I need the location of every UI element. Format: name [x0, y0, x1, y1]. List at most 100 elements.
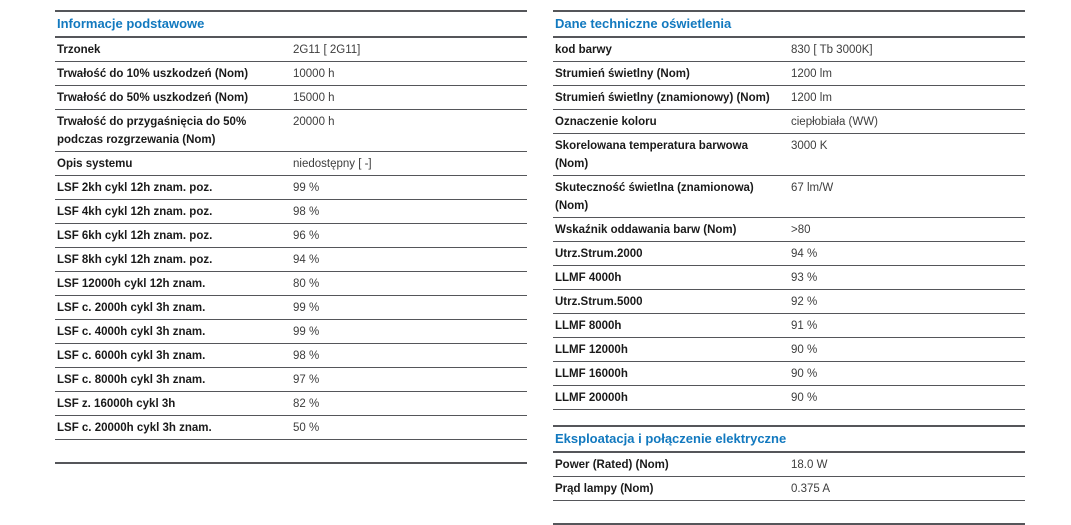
row-label: Opis systemu: [55, 151, 291, 176]
table-row: LSF 8kh cykl 12h znam. poz. 94 %: [55, 247, 527, 272]
row-label: LSF 8kh cykl 12h znam. poz.: [55, 247, 291, 272]
spec-section: Informacje podstawowe Trzonek 2G11 [ 2G1…: [55, 10, 527, 440]
row-value: 80 %: [291, 271, 527, 296]
row-label: LSF 6kh cykl 12h znam. poz.: [55, 223, 291, 248]
table-row: Strumień świetlny (znamionowy) (Nom) 120…: [553, 85, 1025, 110]
table-row: kod barwy 830 [ Tb 3000K]: [553, 37, 1025, 62]
row-value: 82 %: [291, 391, 527, 416]
row-label: Utrz.Strum.5000: [553, 289, 789, 314]
row-label: Trzonek: [55, 37, 291, 62]
table-row: LSF 2kh cykl 12h znam. poz. 99 %: [55, 175, 527, 200]
table-row: Utrz.Strum.5000 92 %: [553, 289, 1025, 314]
trailing-divider: [55, 462, 527, 464]
row-value: 94 %: [291, 247, 527, 272]
row-value: 18.0 W: [789, 452, 1025, 477]
row-value: 2G11 [ 2G11]: [291, 37, 527, 62]
row-value: 830 [ Tb 3000K]: [789, 37, 1025, 62]
table-row: Skuteczność świetlna (znamionowa) (Nom) …: [553, 175, 1025, 218]
table-row: Prąd lampy (Nom) 0.375 A: [553, 476, 1025, 501]
row-label: LSF 12000h cykl 12h znam.: [55, 271, 291, 296]
table-row: Trzonek 2G11 [ 2G11]: [55, 37, 527, 62]
table-row: LSF c. 4000h cykl 3h znam. 99 %: [55, 319, 527, 344]
row-label: LLMF 20000h: [553, 385, 789, 410]
row-label: Skorelowana temperatura barwowa (Nom): [553, 133, 789, 176]
left-column: Informacje podstawowe Trzonek 2G11 [ 2G1…: [55, 10, 527, 525]
table-row: LLMF 4000h 93 %: [553, 265, 1025, 290]
table-row: Utrz.Strum.2000 94 %: [553, 241, 1025, 266]
row-label: Oznaczenie koloru: [553, 109, 789, 134]
section-header-row: Informacje podstawowe: [55, 10, 527, 38]
row-value: 50 %: [291, 415, 527, 440]
row-label: Prąd lampy (Nom): [553, 476, 789, 501]
row-value: 97 %: [291, 367, 527, 392]
row-value: 99 %: [291, 295, 527, 320]
row-value: 99 %: [291, 175, 527, 200]
table-row: Oznaczenie koloru ciepłobiała (WW): [553, 109, 1025, 134]
row-label: LSF 2kh cykl 12h znam. poz.: [55, 175, 291, 200]
table-row: Power (Rated) (Nom) 18.0 W: [553, 452, 1025, 477]
row-value: 20000 h: [291, 109, 527, 152]
row-value: ciepłobiała (WW): [789, 109, 1025, 134]
table-row: LSF 6kh cykl 12h znam. poz. 96 %: [55, 223, 527, 248]
table-row: LSF z. 16000h cykl 3h 82 %: [55, 391, 527, 416]
row-label: LSF c. 6000h cykl 3h znam.: [55, 343, 291, 368]
table-row: Trwałość do 10% uszkodzeń (Nom) 10000 h: [55, 61, 527, 86]
section-header-row: Dane techniczne oświetlenia: [553, 10, 1025, 38]
spec-section: Dane techniczne oświetlenia kod barwy 83…: [553, 10, 1025, 410]
row-value: 3000 K: [789, 133, 1025, 176]
row-label: Wskaźnik oddawania barw (Nom): [553, 217, 789, 242]
table-row: LSF c. 20000h cykl 3h znam. 50 %: [55, 415, 527, 440]
row-label: LSF 4kh cykl 12h znam. poz.: [55, 199, 291, 224]
table-row: LLMF 12000h 90 %: [553, 337, 1025, 362]
row-label: LSF c. 2000h cykl 3h znam.: [55, 295, 291, 320]
section-title: Dane techniczne oświetlenia: [553, 10, 1025, 38]
table-row: Opis systemu niedostępny [ -]: [55, 151, 527, 176]
row-label: LLMF 4000h: [553, 265, 789, 290]
section-title: Eksploatacja i połączenie elektryczne: [553, 425, 1025, 453]
row-value: 98 %: [291, 199, 527, 224]
row-value: 96 %: [291, 223, 527, 248]
section-header-row: Eksploatacja i połączenie elektryczne: [553, 425, 1025, 453]
table-row: LSF c. 6000h cykl 3h znam. 98 %: [55, 343, 527, 368]
row-value: 1200 lm: [789, 85, 1025, 110]
row-label: LLMF 8000h: [553, 313, 789, 338]
row-value: 0.375 A: [789, 476, 1025, 501]
table-row: Skorelowana temperatura barwowa (Nom) 30…: [553, 133, 1025, 176]
table-row: Wskaźnik oddawania barw (Nom) >80: [553, 217, 1025, 242]
spec-section: Eksploatacja i połączenie elektryczne Po…: [553, 425, 1025, 501]
section-title: Informacje podstawowe: [55, 10, 527, 38]
table-row: LLMF 16000h 90 %: [553, 361, 1025, 386]
row-value: 15000 h: [291, 85, 527, 110]
row-label: Power (Rated) (Nom): [553, 452, 789, 477]
row-label: Utrz.Strum.2000: [553, 241, 789, 266]
row-value: 94 %: [789, 241, 1025, 266]
table-row: LLMF 8000h 91 %: [553, 313, 1025, 338]
row-value: 90 %: [789, 385, 1025, 410]
row-value: 10000 h: [291, 61, 527, 86]
row-value: 1200 lm: [789, 61, 1025, 86]
table-row: LSF c. 8000h cykl 3h znam. 97 %: [55, 367, 527, 392]
row-value: >80: [789, 217, 1025, 242]
row-value: 98 %: [291, 343, 527, 368]
table-row: Strumień świetlny (Nom) 1200 lm: [553, 61, 1025, 86]
row-label: Strumień świetlny (Nom): [553, 61, 789, 86]
right-column: Dane techniczne oświetlenia kod barwy 83…: [553, 10, 1025, 525]
row-label: Strumień świetlny (znamionowy) (Nom): [553, 85, 789, 110]
table-row: LSF 4kh cykl 12h znam. poz. 98 %: [55, 199, 527, 224]
table-row: Trwałość do 50% uszkodzeń (Nom) 15000 h: [55, 85, 527, 110]
row-label: LLMF 12000h: [553, 337, 789, 362]
row-label: Trwałość do 50% uszkodzeń (Nom): [55, 85, 291, 110]
row-label: Trwałość do 10% uszkodzeń (Nom): [55, 61, 291, 86]
row-label: Trwałość do przygaśnięcia do 50% podczas…: [55, 109, 291, 152]
row-label: LSF z. 16000h cykl 3h: [55, 391, 291, 416]
table-row: LSF c. 2000h cykl 3h znam. 99 %: [55, 295, 527, 320]
row-value: 67 lm/W: [789, 175, 1025, 218]
row-label: LLMF 16000h: [553, 361, 789, 386]
row-label: LSF c. 4000h cykl 3h znam.: [55, 319, 291, 344]
table-row: Trwałość do przygaśnięcia do 50% podczas…: [55, 109, 527, 152]
row-label: kod barwy: [553, 37, 789, 62]
table-row: LSF 12000h cykl 12h znam. 80 %: [55, 271, 527, 296]
row-value: 90 %: [789, 337, 1025, 362]
row-value: 90 %: [789, 361, 1025, 386]
